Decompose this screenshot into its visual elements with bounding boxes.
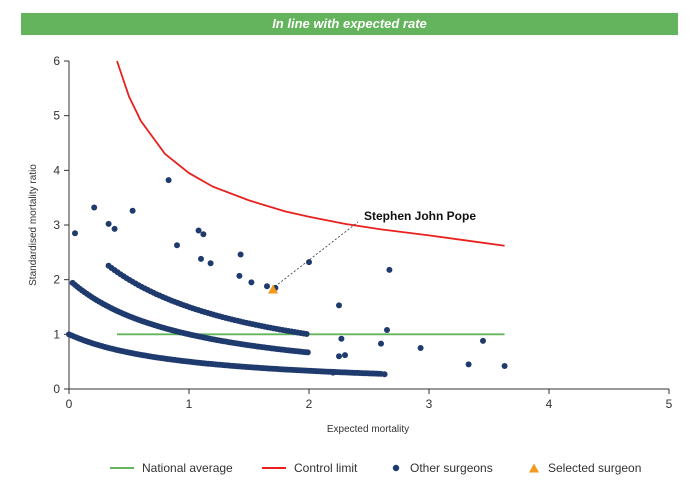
x-tick-label: 5	[666, 397, 673, 411]
dot-marker-icon	[392, 464, 400, 472]
data-point	[198, 255, 204, 262]
data-point	[174, 242, 180, 249]
data-point	[91, 204, 98, 211]
legend-label: Selected surgeon	[548, 461, 642, 475]
data-point	[248, 279, 255, 286]
data-point	[386, 266, 393, 273]
x-axis-label: Expected mortality	[327, 424, 409, 435]
data-point	[384, 326, 390, 333]
control-limit-line	[116, 60, 505, 247]
legend: National average Control limit Other sur…	[110, 458, 690, 478]
y-tick-label: 3	[53, 218, 60, 232]
y-tick-label: 4	[53, 163, 60, 177]
data-point	[501, 363, 508, 370]
data-point	[378, 340, 384, 347]
data-point	[237, 251, 244, 258]
data-point	[236, 272, 243, 279]
line-swatch-icon	[110, 467, 134, 469]
legend-item-other-surgeons: Other surgeons	[390, 458, 493, 478]
data-point	[336, 302, 342, 309]
data-point	[304, 349, 311, 356]
legend-label: National average	[142, 461, 233, 475]
y-tick-label: 6	[53, 54, 60, 68]
data-point	[264, 283, 270, 290]
data-point	[111, 225, 118, 232]
data-point	[465, 361, 472, 368]
x-tick-label: 4	[546, 397, 553, 411]
data-point	[480, 337, 486, 344]
status-banner: In line with expected rate	[21, 13, 678, 35]
data-point	[336, 353, 342, 360]
legend-label: Other surgeons	[410, 461, 493, 475]
data-point	[200, 231, 207, 238]
line-swatch-icon	[262, 467, 286, 469]
x-tick-label: 0	[66, 397, 73, 411]
y-tick-label: 1	[53, 327, 60, 341]
legend-label: Control limit	[294, 461, 358, 475]
x-tick-label: 1	[186, 397, 193, 411]
selected-surgeon-marker	[268, 284, 278, 294]
annotation-label: Stephen John Pope	[364, 209, 476, 223]
y-tick-label: 2	[53, 273, 60, 287]
data-point	[105, 220, 112, 227]
data-point	[72, 230, 78, 237]
x-tick-label: 3	[426, 397, 433, 411]
data-point	[381, 371, 388, 378]
legend-item-control-limit: Control limit	[262, 458, 357, 478]
plot-area	[66, 60, 508, 378]
data-point	[417, 345, 424, 351]
data-point	[303, 330, 310, 337]
triangle-marker-icon	[529, 463, 539, 473]
data-point	[342, 352, 348, 359]
data-point	[165, 177, 172, 184]
y-tick-label: 0	[53, 382, 60, 396]
y-tick-label: 5	[53, 109, 60, 123]
data-point	[195, 227, 202, 234]
x-tick-label: 2	[306, 397, 313, 411]
data-point	[207, 260, 214, 267]
data-point	[306, 259, 312, 266]
y-axis-label: Standardised mortality ratio	[28, 164, 39, 286]
annotation-leader-line	[274, 221, 359, 287]
data-point	[129, 207, 136, 214]
data-point	[330, 369, 336, 376]
legend-item-selected-surgeon: Selected surgeon	[528, 458, 641, 478]
data-point	[338, 335, 345, 342]
legend-item-national-average: National average	[110, 458, 233, 478]
